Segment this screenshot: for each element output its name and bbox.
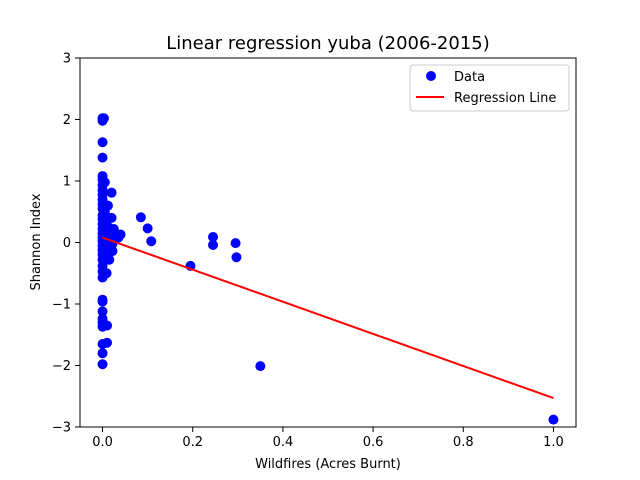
x-tick-label: 0.2 <box>182 435 203 450</box>
data-point <box>104 254 115 265</box>
data-point <box>97 306 108 317</box>
data-point <box>97 137 108 148</box>
plot-area <box>97 113 559 425</box>
data-point <box>230 238 241 249</box>
data-point <box>135 212 146 223</box>
data-point <box>106 187 117 198</box>
legend-marker-data <box>426 71 436 81</box>
data-point <box>208 239 219 250</box>
data-point <box>107 246 118 257</box>
y-axis: −3 −2 −1 0 1 2 3 <box>52 52 80 436</box>
x-tick-label: 0.8 <box>453 435 474 450</box>
data-point <box>146 236 157 247</box>
y-tick-label: 1 <box>63 175 71 190</box>
y-tick-label: −3 <box>52 421 71 436</box>
y-tick-label: 0 <box>63 236 71 251</box>
legend: Data Regression Line <box>409 64 570 112</box>
legend-label-regression: Regression Line <box>454 91 556 106</box>
data-point <box>102 320 113 331</box>
data-point <box>101 268 112 279</box>
data-point <box>97 348 108 359</box>
y-tick-label: −1 <box>52 298 71 313</box>
data-point <box>208 231 219 242</box>
data-point <box>102 200 113 211</box>
x-axis: 0.0 0.2 0.4 0.6 0.8 1.0 <box>92 427 564 450</box>
data-point <box>99 177 110 188</box>
data-point <box>97 152 108 163</box>
data-point <box>142 223 153 234</box>
legend-box <box>409 64 570 112</box>
data-point <box>231 252 242 263</box>
data-point <box>106 212 117 223</box>
data-point <box>102 337 113 348</box>
y-tick-label: −2 <box>52 359 71 374</box>
x-tick-label: 0.6 <box>363 435 384 450</box>
data-point <box>108 223 119 234</box>
y-tick-label: 2 <box>63 113 71 128</box>
data-point <box>115 229 126 240</box>
x-tick-label: 1.0 <box>543 435 564 450</box>
data-point <box>255 361 266 372</box>
data-point <box>97 359 108 370</box>
regression-line <box>102 236 554 400</box>
chart-title: Linear regression yuba (2006-2015) <box>166 33 490 54</box>
x-tick-label: 0.4 <box>273 435 294 450</box>
x-tick-label: 0.0 <box>92 435 113 450</box>
legend-label-data: Data <box>454 70 485 85</box>
y-tick-label: 3 <box>63 52 71 67</box>
data-point <box>548 414 559 425</box>
x-axis-label: Wildfires (Acres Burnt) <box>255 457 401 472</box>
data-point <box>98 113 109 124</box>
data-point <box>97 296 108 307</box>
y-axis-label: Shannon Index <box>29 193 44 290</box>
